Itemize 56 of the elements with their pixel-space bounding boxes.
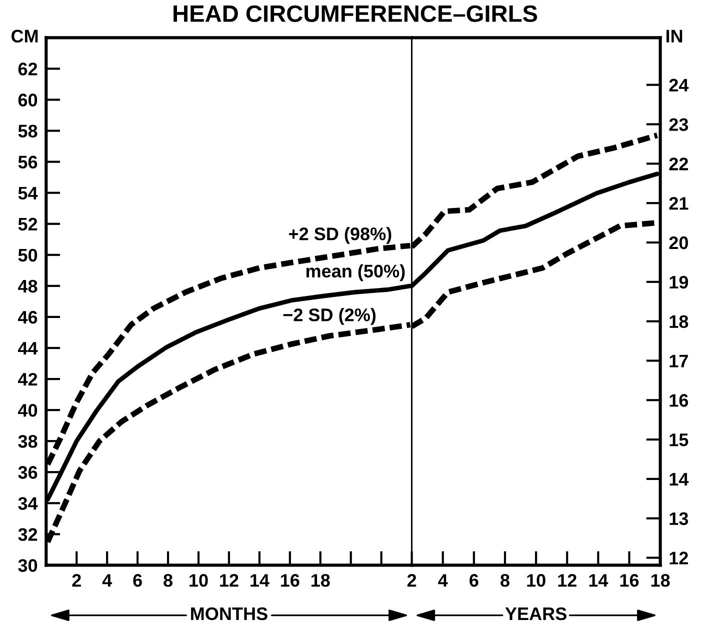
y-tick-label: 62 (18, 62, 38, 76)
x-tick-label: 6 (133, 574, 142, 587)
y2-tick-label: 15 (670, 434, 688, 446)
y-tick-label: 50 (18, 248, 38, 262)
y2-tick-label: 19 (670, 276, 688, 289)
x-tick-label: 14 (250, 574, 270, 587)
y2-tick-label: 24 (669, 78, 689, 92)
y2-tick-label: 16 (670, 394, 688, 407)
y-tick-label: 36 (18, 466, 38, 479)
y-tick-label: 32 (18, 528, 38, 541)
y-tick-label: 58 (18, 124, 38, 138)
x-tick-label: 14 (589, 574, 608, 587)
x-tick-label: 2 (407, 574, 416, 587)
x-tick-label: 4 (102, 574, 112, 587)
series-label: mean (50%) (306, 264, 405, 282)
y-axis-title: CM (12, 30, 38, 43)
x-tick-label: 2 (72, 574, 81, 587)
y2-tick-label: 23 (669, 118, 688, 132)
x-axis-title: MONTHS (191, 607, 268, 620)
x-tick-label: 12 (220, 574, 238, 587)
y2-tick-label: 21 (669, 197, 688, 210)
x-tick-label: 8 (500, 574, 510, 587)
y-tick-label: 46 (18, 310, 38, 324)
x-tick-label: 16 (620, 574, 639, 587)
y2-tick-label: 20 (669, 236, 688, 250)
x-tick-label: 10 (190, 574, 208, 587)
y-tick-label: 38 (18, 435, 38, 448)
y-tick-label: 48 (18, 280, 38, 293)
x-tick-label: 18 (651, 574, 670, 587)
y-tick-label: 34 (18, 497, 38, 510)
y2-tick-label: 13 (670, 512, 688, 526)
y2-tick-label: 17 (670, 354, 688, 368)
x-axis-title: YEARS (505, 607, 566, 620)
x-tick-label: 6 (470, 574, 478, 587)
x-tick-label: 10 (527, 574, 546, 587)
y-tick-label: 44 (18, 342, 38, 355)
y2-tick-label: 18 (670, 315, 688, 328)
series-label: +2 SD (98%) (289, 227, 392, 244)
y-tick-label: 56 (18, 156, 38, 169)
x-tick-label: 18 (311, 574, 330, 587)
y2-axis-title: IN (666, 30, 682, 42)
y-tick-label: 40 (18, 404, 38, 417)
x-tick-label: 8 (164, 574, 172, 587)
y2-tick-label: 22 (669, 158, 688, 170)
x-tick-label: 4 (438, 574, 448, 587)
x-tick-label: 12 (558, 574, 576, 587)
x-tick-label: 16 (281, 574, 300, 587)
y-tick-label: 52 (18, 218, 38, 231)
y-tick-label: 30 (18, 559, 38, 572)
y-tick-label: 42 (18, 372, 38, 386)
series-label: −2 SD (2%) (283, 308, 376, 325)
y2-tick-label: 14 (670, 473, 689, 486)
y2-tick-label: 12 (670, 552, 688, 564)
y-tick-label: 54 (18, 186, 38, 200)
chart-title: HEAD CIRCUMFERENCE–GIRLS (174, 5, 538, 22)
y-tick-label: 60 (18, 94, 38, 106)
